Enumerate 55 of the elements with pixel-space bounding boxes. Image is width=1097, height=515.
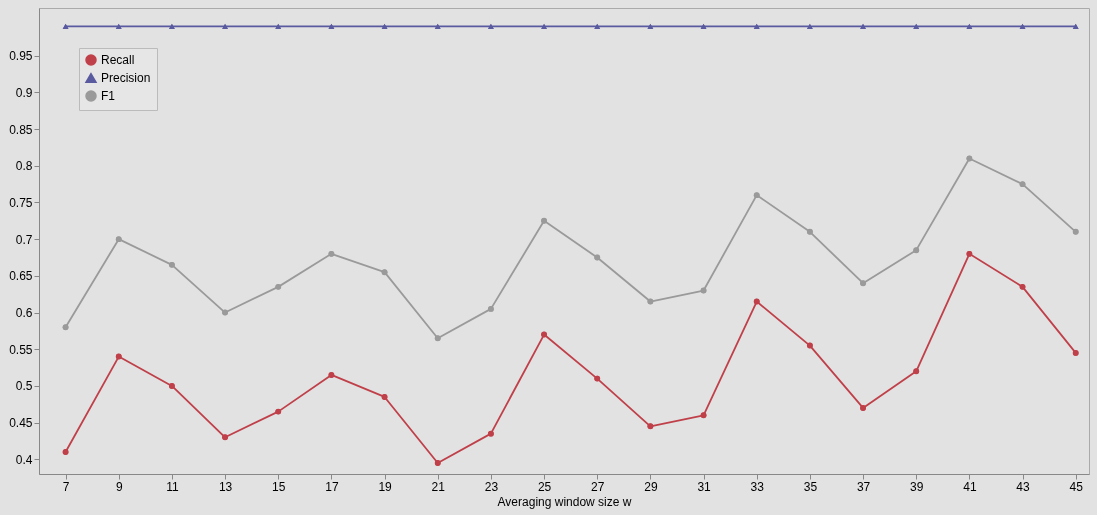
x-tick-label: 21 bbox=[431, 479, 446, 494]
x-tick-label: 33 bbox=[750, 479, 765, 494]
point bbox=[62, 449, 69, 455]
y-tick-label: 0.7 bbox=[15, 232, 33, 247]
y-tick-label: 0.6 bbox=[15, 306, 33, 321]
x-tick-label: 17 bbox=[325, 479, 339, 494]
point bbox=[381, 23, 388, 29]
y-tick-label: 0.65 bbox=[9, 269, 33, 284]
point bbox=[860, 405, 867, 411]
x-tick-label: 11 bbox=[166, 479, 179, 494]
x-tick-label: 45 bbox=[1069, 479, 1084, 494]
y-tick-label: 0.4 bbox=[15, 452, 33, 467]
y-tick-label: 0.5 bbox=[15, 379, 33, 394]
y-tick-label: 0.45 bbox=[9, 416, 33, 431]
legend-label: Precision bbox=[101, 71, 151, 85]
x-tick-label: 29 bbox=[644, 479, 658, 494]
x-tick-label: 15 bbox=[272, 479, 286, 494]
x-tick-label: 13 bbox=[218, 479, 233, 494]
point bbox=[700, 287, 707, 294]
point bbox=[647, 298, 654, 305]
x-tick-label: 27 bbox=[591, 479, 605, 494]
point bbox=[328, 371, 335, 378]
point bbox=[1019, 23, 1026, 29]
y-tick-label: 0.8 bbox=[15, 159, 33, 174]
y-tick-label: 0.85 bbox=[9, 122, 33, 137]
x-tick-label: 37 bbox=[856, 479, 871, 494]
y-tick-label: 0.9 bbox=[15, 85, 33, 100]
x-tick-label: 43 bbox=[1016, 479, 1031, 494]
legend-label: Recall bbox=[101, 53, 135, 67]
point bbox=[966, 23, 973, 29]
x-tick-label: 23 bbox=[484, 479, 499, 494]
x-tick-label: 19 bbox=[378, 479, 393, 494]
point bbox=[1072, 23, 1079, 29]
point bbox=[62, 23, 69, 29]
point bbox=[381, 393, 388, 400]
y-tick-label: 0.55 bbox=[9, 342, 33, 357]
point bbox=[541, 331, 548, 338]
point bbox=[647, 423, 654, 430]
x-tick-label: 41 bbox=[963, 479, 977, 494]
x-tick-label: 9 bbox=[115, 479, 123, 494]
point bbox=[328, 23, 335, 29]
x-tick-label: 35 bbox=[803, 479, 818, 494]
legend-label: F1 bbox=[101, 89, 116, 103]
point bbox=[541, 23, 548, 29]
point bbox=[700, 23, 707, 29]
x-axis-title: Averaging window size w bbox=[497, 494, 632, 509]
point bbox=[647, 23, 654, 29]
x-tick-label: 7 bbox=[62, 479, 70, 494]
y-tick-label: 0.75 bbox=[9, 195, 33, 210]
x-tick-label: 25 bbox=[537, 479, 552, 494]
x-tick-label: 39 bbox=[910, 479, 924, 494]
y-tick-label: 0.95 bbox=[9, 49, 33, 64]
point bbox=[966, 155, 973, 162]
x-tick-label: 31 bbox=[697, 479, 712, 494]
point bbox=[860, 23, 867, 29]
